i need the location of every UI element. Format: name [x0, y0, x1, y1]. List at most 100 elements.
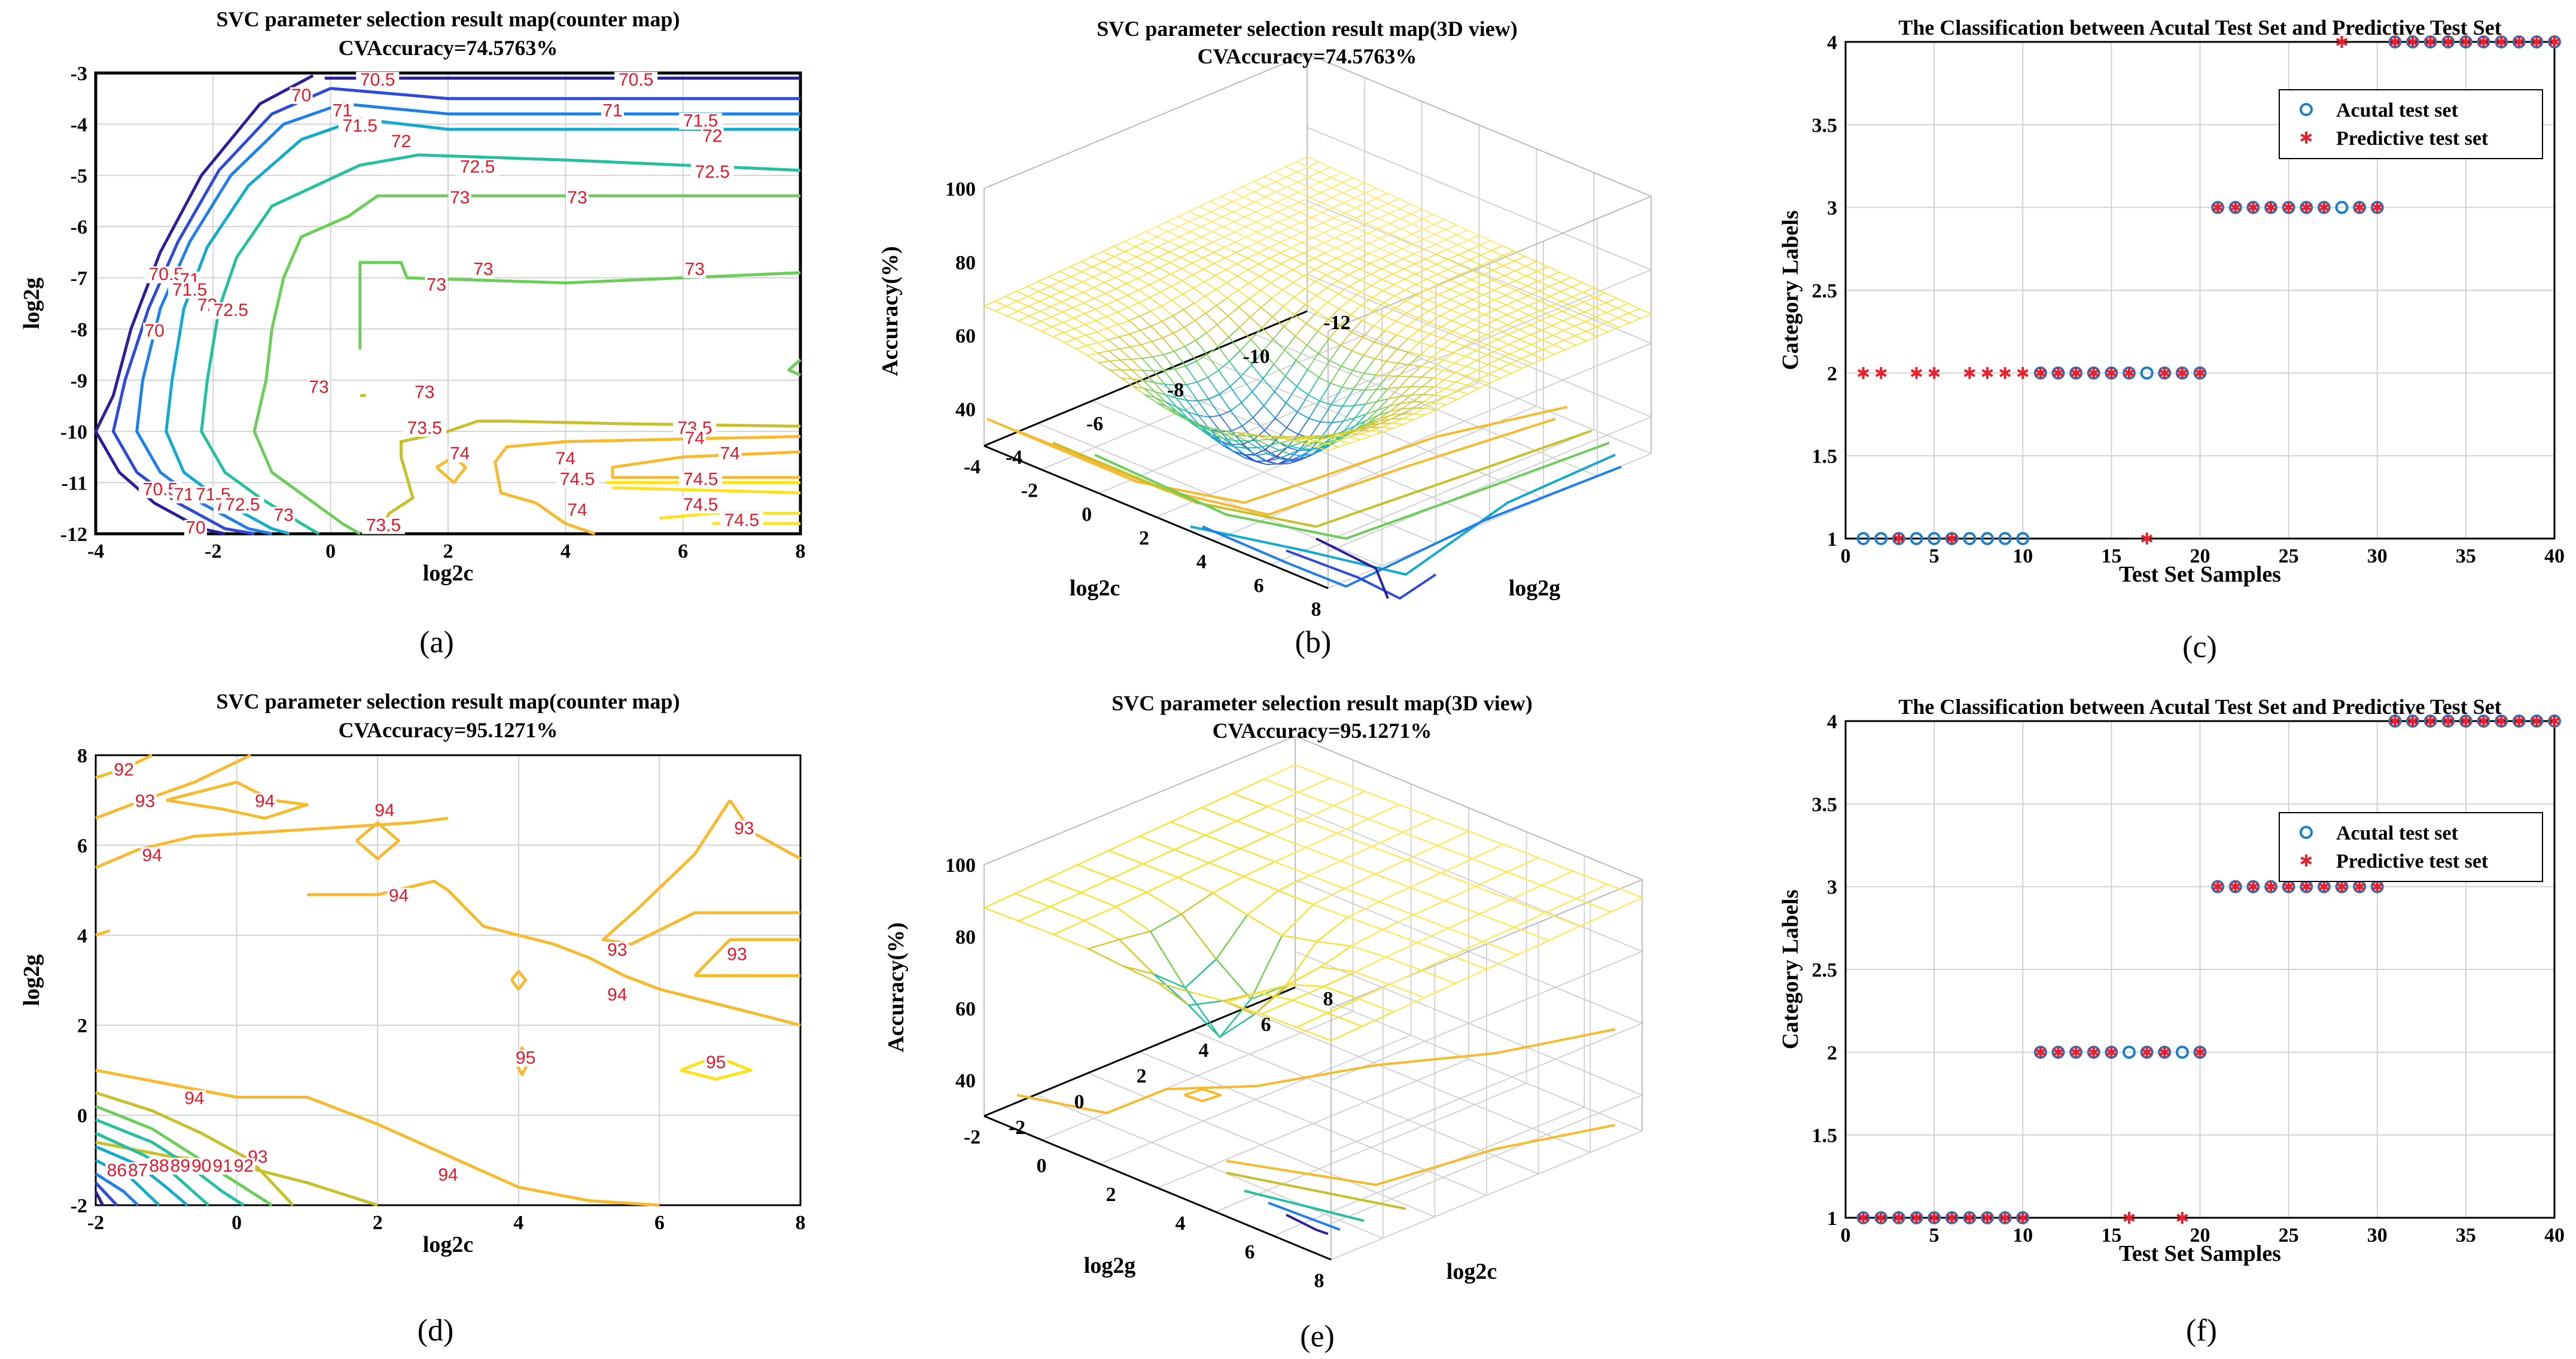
- predicted-point-stroke: [2477, 717, 2490, 725]
- x-tick-label: 4: [561, 540, 571, 563]
- predicted-point: [2442, 36, 2454, 48]
- floor-contour: [1286, 1214, 1329, 1235]
- predicted-point: [1928, 1212, 1940, 1224]
- x-tick-label: 25: [2279, 1224, 2299, 1246]
- contour-label-bg: [679, 497, 723, 514]
- panel-e-surface-3d: 40 60 80 100 -2 0 2 4 6 8 -2 0 2 4 6 8 log2c log2g Accurac…: [884, 691, 1645, 1292]
- contour-label-bg: [605, 987, 629, 1004]
- panel-f-classification-scatter: 0 5 10 15 20 25 30 35 40 1 1.5 2 2.5 3 3.5 4 Test Set Sa…: [1778, 695, 2565, 1266]
- chart-subtitle: CVAccuracy=95.1271%: [339, 718, 558, 742]
- contour-label: 91: [212, 1156, 232, 1176]
- contour-label: 74.5: [724, 510, 759, 530]
- y-tick-label: 1: [1827, 528, 1837, 551]
- y-axis-label: Category Labels: [1778, 210, 1803, 370]
- legend: Acutal test set Predictive test set: [2279, 89, 2543, 159]
- predicted-point-stroke: [1963, 1214, 1976, 1222]
- predicted-point: [2353, 201, 2365, 214]
- predicted-point-stroke: [2282, 203, 2295, 212]
- predicted-point-stroke: [2140, 534, 2153, 543]
- contour-label-bg: [133, 793, 157, 810]
- predicted-point-stroke: [2548, 38, 2560, 46]
- contour-label-bg: [614, 72, 658, 89]
- legend-actual-marker: [2300, 826, 2313, 839]
- contour-label-bg: [718, 445, 742, 463]
- predicted-point-stroke: [2017, 369, 2029, 378]
- contour-line: [111, 87, 331, 536]
- predicted-point-stroke: [2265, 882, 2277, 891]
- floor-contour: [1052, 430, 1592, 528]
- x-tick-label: 8: [1314, 1270, 1324, 1292]
- predicted-point: [2194, 1046, 2206, 1059]
- contour-label: 72.5: [460, 157, 495, 177]
- y-tick-label: 1.5: [1812, 1125, 1838, 1147]
- contour-label: 94: [142, 846, 162, 865]
- predicted-point-stroke: [2477, 38, 2490, 46]
- contour-label: 72.5: [225, 495, 260, 515]
- y-tick-label: 1.5: [1812, 446, 1838, 468]
- y-tick-label: 2: [1137, 1065, 1147, 1087]
- predicted-point: [2300, 880, 2312, 893]
- contour-label: 87: [128, 1160, 148, 1180]
- contour-line: [95, 1091, 294, 1206]
- contour-line: [612, 486, 801, 495]
- contour-label: 72: [391, 132, 411, 151]
- x-tick-label: -2: [205, 540, 221, 563]
- x-tick-label: 30: [2367, 1224, 2388, 1246]
- contour-line: [95, 929, 111, 937]
- predicted-point-stroke: [2407, 38, 2419, 46]
- predicted-point: [2017, 367, 2029, 379]
- predicted-point: [2265, 880, 2277, 893]
- x-tick-label: 2: [443, 540, 453, 563]
- contour-label: 73.5: [366, 515, 401, 535]
- y-tick-label: -2: [71, 1195, 87, 1217]
- predicted-point-stroke: [2300, 882, 2312, 891]
- axis-line: [983, 445, 1329, 589]
- floor-contour: [1094, 442, 1610, 540]
- predicted-point: [2017, 1212, 2029, 1224]
- predicted-point-stroke: [1981, 1214, 1993, 1222]
- y-tick-label: -8: [1167, 379, 1184, 402]
- floor-contour: [1226, 1124, 1616, 1186]
- x-tick-label: -4: [964, 456, 981, 478]
- predicted-point: [2088, 1046, 2100, 1059]
- predicted-point: [2531, 715, 2543, 727]
- predicted-point: [1875, 367, 1887, 379]
- contour-label: 74.5: [683, 469, 718, 489]
- contour-label: 74: [685, 428, 705, 448]
- predicted-point: [1946, 1212, 1958, 1224]
- contour-label: 70: [144, 321, 164, 340]
- contour-line: [601, 799, 800, 946]
- contour-label-bg: [448, 445, 471, 463]
- contour-label: 70: [291, 86, 311, 105]
- predicted-point-stroke: [2230, 882, 2242, 891]
- contour-label-bg: [514, 1050, 537, 1067]
- floor-contour: [1226, 1172, 1406, 1210]
- predicted-point-stroke: [2176, 1214, 2188, 1222]
- predicted-point: [2442, 715, 2454, 727]
- predicted-point-stroke: [2088, 1048, 2100, 1057]
- y-tick-label: -9: [71, 370, 87, 392]
- contour-label: 71.5: [343, 116, 377, 136]
- x-tick-label: 0: [1037, 1155, 1047, 1177]
- contour-label-bg: [221, 497, 264, 514]
- predicted-point: [2230, 201, 2242, 214]
- y-tick-label: 4: [77, 925, 87, 947]
- contour-label-bg: [554, 451, 577, 468]
- contour-label: 70.5: [143, 480, 178, 500]
- chart-title: SVC parameter selection result map(3D vi…: [1112, 691, 1533, 715]
- contour-label: 71.5: [172, 280, 207, 300]
- predicted-point-stroke: [2123, 1214, 2135, 1222]
- predicted-point: [2389, 715, 2401, 727]
- box-edge: [1307, 53, 1652, 197]
- contour-label-bg: [732, 820, 756, 837]
- contour-label: 93: [727, 944, 747, 964]
- contour-line: [166, 780, 309, 820]
- predicted-point-stroke: [1999, 369, 2011, 378]
- y-tick-label: -4: [1006, 446, 1022, 469]
- actual-point: [1928, 532, 1941, 545]
- contour-label-bg: [290, 87, 313, 104]
- predicted-point-stroke: [2442, 717, 2454, 725]
- y-tick-label: 2.5: [1812, 959, 1838, 981]
- floor-contour: [1190, 454, 1616, 576]
- chart-title: SVC parameter selection result map(3D vi…: [1097, 17, 1518, 41]
